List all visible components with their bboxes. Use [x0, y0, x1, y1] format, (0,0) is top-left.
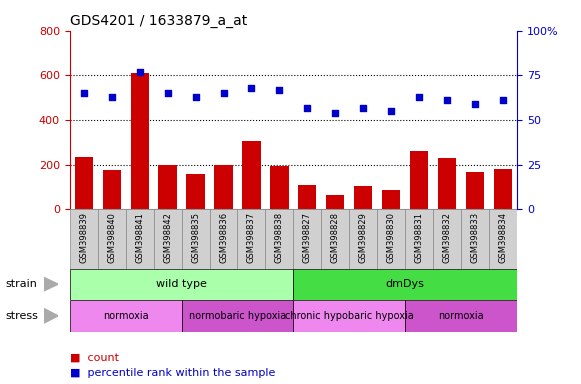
- Bar: [466, 172, 484, 209]
- Polygon shape: [44, 308, 58, 323]
- Text: GSM398828: GSM398828: [331, 212, 340, 263]
- Text: GSM398830: GSM398830: [387, 212, 396, 263]
- Bar: [70, 300, 181, 332]
- Bar: [187, 174, 205, 209]
- Bar: [293, 269, 517, 300]
- Bar: [181, 209, 210, 269]
- Bar: [298, 185, 317, 209]
- Point: [358, 104, 368, 111]
- Point: [107, 94, 116, 100]
- Text: stress: stress: [6, 311, 39, 321]
- Text: normobaric hypoxia: normobaric hypoxia: [189, 311, 286, 321]
- Bar: [327, 195, 345, 209]
- Text: GSM398842: GSM398842: [163, 212, 172, 263]
- Text: strain: strain: [6, 279, 38, 289]
- Bar: [210, 209, 238, 269]
- Text: GSM398832: GSM398832: [443, 212, 451, 263]
- Bar: [70, 209, 98, 269]
- Point: [498, 97, 508, 103]
- Point: [331, 110, 340, 116]
- Point: [303, 104, 312, 111]
- Bar: [494, 169, 512, 209]
- Bar: [270, 166, 289, 209]
- Bar: [406, 300, 517, 332]
- Bar: [382, 190, 400, 209]
- Text: GSM398839: GSM398839: [79, 212, 88, 263]
- Bar: [238, 209, 266, 269]
- Text: GSM398834: GSM398834: [498, 212, 508, 263]
- Text: normoxia: normoxia: [103, 311, 149, 321]
- Bar: [125, 209, 153, 269]
- Text: chronic hypobaric hypoxia: chronic hypobaric hypoxia: [285, 311, 414, 321]
- Polygon shape: [44, 277, 58, 291]
- Bar: [181, 300, 293, 332]
- Text: ■  percentile rank within the sample: ■ percentile rank within the sample: [70, 368, 275, 378]
- Bar: [406, 209, 433, 269]
- Text: GSM398840: GSM398840: [107, 212, 116, 263]
- Bar: [438, 158, 456, 209]
- Text: normoxia: normoxia: [438, 311, 484, 321]
- Text: GSM398831: GSM398831: [415, 212, 424, 263]
- Point: [443, 97, 452, 103]
- Bar: [74, 157, 93, 209]
- Point: [191, 94, 200, 100]
- Bar: [321, 209, 349, 269]
- Point: [247, 85, 256, 91]
- Bar: [98, 209, 125, 269]
- Point: [415, 94, 424, 100]
- Bar: [242, 141, 260, 209]
- Text: GSM398829: GSM398829: [359, 212, 368, 263]
- Bar: [349, 209, 377, 269]
- Point: [471, 101, 480, 107]
- Text: GSM398835: GSM398835: [191, 212, 200, 263]
- Text: GSM398841: GSM398841: [135, 212, 144, 263]
- Bar: [461, 209, 489, 269]
- Bar: [377, 209, 406, 269]
- Bar: [103, 170, 121, 209]
- Text: wild type: wild type: [156, 279, 207, 289]
- Bar: [266, 209, 293, 269]
- Text: ■  count: ■ count: [70, 353, 119, 363]
- Text: GSM398836: GSM398836: [219, 212, 228, 263]
- Bar: [214, 165, 232, 209]
- Text: GDS4201 / 1633879_a_at: GDS4201 / 1633879_a_at: [70, 14, 247, 28]
- Bar: [489, 209, 517, 269]
- Text: GSM398827: GSM398827: [303, 212, 312, 263]
- Bar: [131, 73, 149, 209]
- Bar: [70, 269, 293, 300]
- Text: GSM398837: GSM398837: [247, 212, 256, 263]
- Bar: [153, 209, 181, 269]
- Bar: [293, 209, 321, 269]
- Point: [79, 90, 88, 96]
- Bar: [354, 186, 372, 209]
- Point: [135, 69, 144, 75]
- Text: GSM398833: GSM398833: [471, 212, 480, 263]
- Bar: [159, 165, 177, 209]
- Point: [219, 90, 228, 96]
- Point: [163, 90, 172, 96]
- Text: GSM398838: GSM398838: [275, 212, 284, 263]
- Point: [275, 86, 284, 93]
- Bar: [293, 300, 405, 332]
- Bar: [410, 151, 428, 209]
- Point: [386, 108, 396, 114]
- Bar: [433, 209, 461, 269]
- Text: dmDys: dmDys: [386, 279, 425, 289]
